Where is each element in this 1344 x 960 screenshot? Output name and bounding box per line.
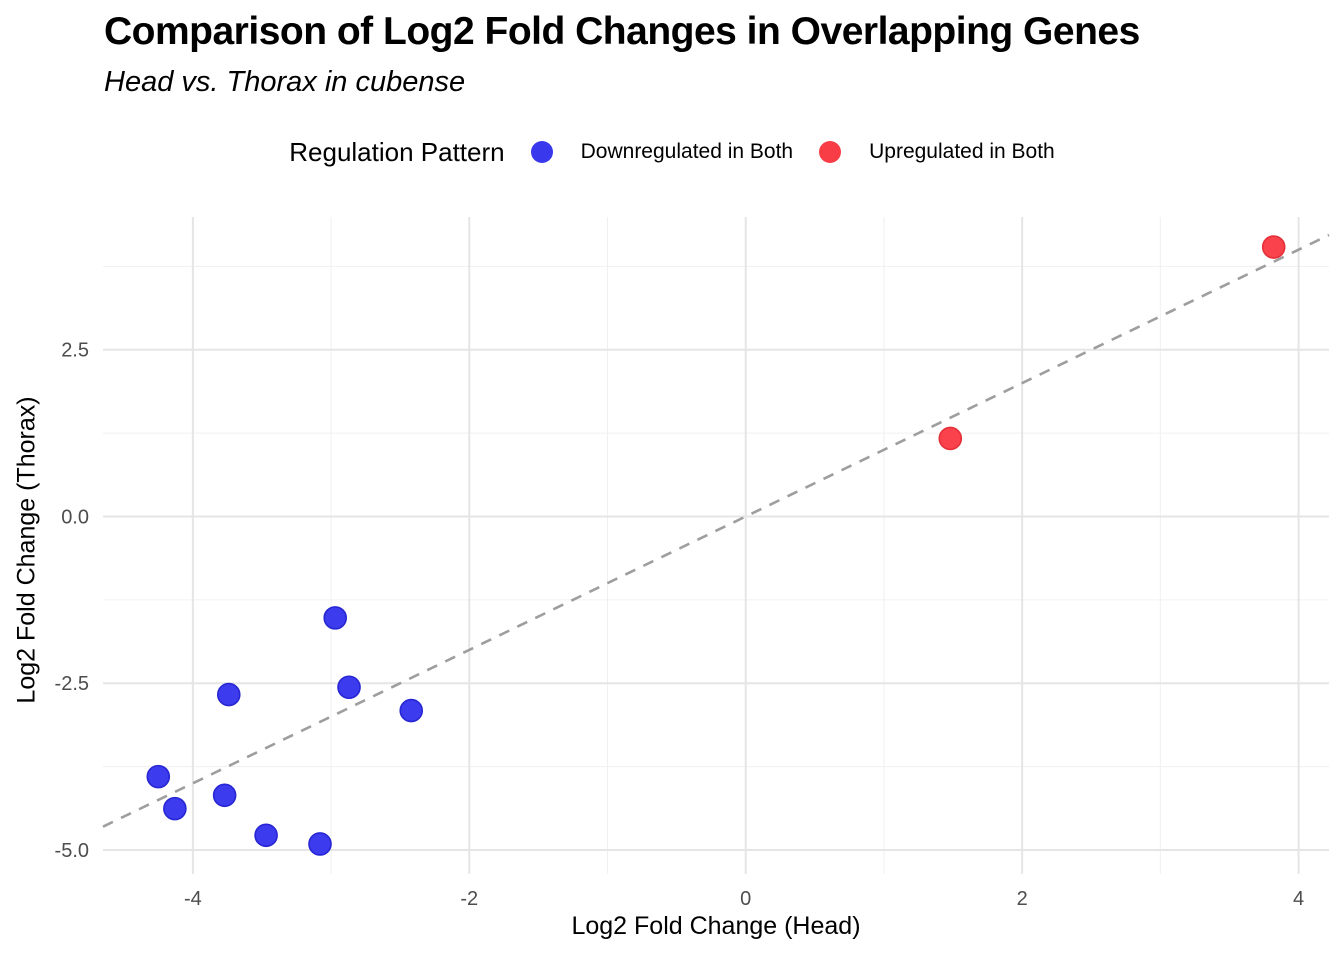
data-point-downregulated: [163, 796, 187, 821]
x-tick-label: -2: [460, 888, 478, 910]
legend-swatch-downregulated-icon: [530, 141, 553, 163]
chart-title: Comparison of Log2 Fold Changes in Overl…: [104, 10, 1140, 53]
data-point-downregulated: [323, 606, 348, 630]
x-axis-title: Log2 Fold Change (Head): [571, 912, 861, 940]
legend-title: Regulation Pattern: [289, 136, 505, 167]
x-tick-label: 4: [1293, 888, 1304, 910]
x-tick-label: 2: [1017, 888, 1028, 910]
data-point-downregulated: [216, 682, 241, 707]
legend-item-upregulated: Upregulated in Both: [819, 140, 1055, 164]
legend-label-upregulated: Upregulated in Both: [869, 140, 1055, 163]
data-point-upregulated: [1261, 235, 1286, 259]
legend-item-downregulated: Downregulated in Both: [530, 140, 794, 164]
data-point-downregulated: [399, 698, 424, 723]
y-axis-title: Log2 Fold Change (Thorax): [12, 396, 41, 704]
legend-label-downregulated: Downregulated in Both: [580, 140, 794, 163]
data-point-downregulated: [308, 832, 332, 856]
data-point-downregulated: [146, 764, 171, 789]
x-tick-label: -4: [184, 888, 202, 910]
data-point-downregulated: [337, 675, 361, 700]
legend-swatch-upregulated-icon: [819, 141, 842, 163]
y-tick-label: 2.5: [61, 340, 89, 362]
y-tick-label: -2.5: [55, 673, 89, 695]
data-point-downregulated: [254, 823, 278, 848]
y-tick-label: 0.0: [61, 506, 89, 528]
data-point-downregulated: [212, 783, 237, 808]
chart-subtitle: Head vs. Thorax in cubense: [104, 66, 466, 98]
x-tick-label: 0: [740, 888, 751, 910]
identity-reference-line: [102, 233, 1330, 828]
y-tick-label: -5.0: [55, 840, 89, 862]
data-point-upregulated: [938, 426, 963, 451]
legend: Regulation Pattern Downregulated in Both…: [0, 130, 1344, 174]
